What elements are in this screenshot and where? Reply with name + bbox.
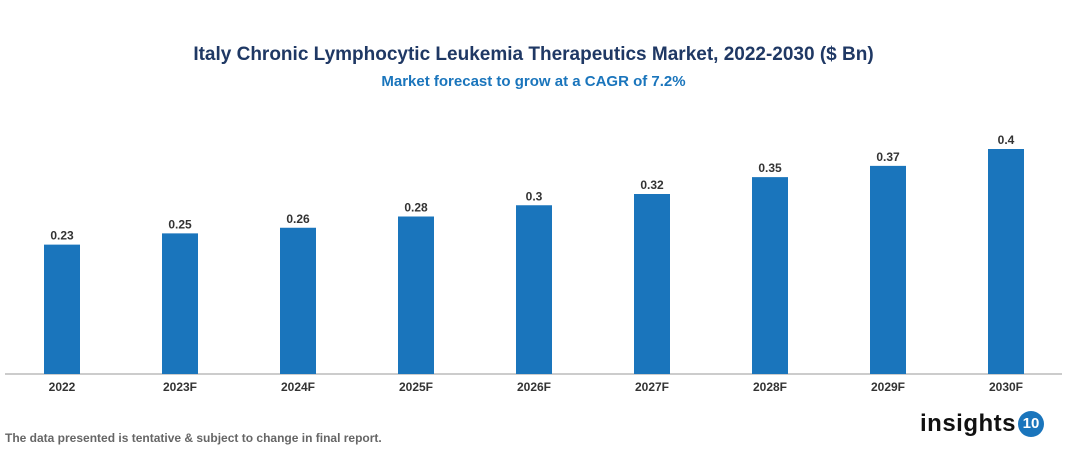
bar-2028F xyxy=(752,177,788,374)
x-tick-label: 2027F xyxy=(635,380,669,394)
x-tick-label: 2025F xyxy=(399,380,433,394)
x-tick-label: 2024F xyxy=(281,380,315,394)
bar-2025F xyxy=(398,216,434,374)
disclaimer-note: The data presented is tentative & subjec… xyxy=(5,431,382,445)
bar-2024F xyxy=(280,227,316,374)
data-label: 0.32 xyxy=(640,178,664,192)
bar-2022 xyxy=(44,244,80,374)
data-label: 0.4 xyxy=(998,133,1015,147)
data-label: 0.28 xyxy=(404,201,428,215)
data-label: 0.26 xyxy=(286,212,310,226)
x-tick-label: 2028F xyxy=(753,380,787,394)
data-label: 0.25 xyxy=(168,217,192,231)
x-tick-label: 2030F xyxy=(989,380,1023,394)
data-label: 0.35 xyxy=(758,161,782,175)
chart-subtitle: Market forecast to grow at a CAGR of 7.2… xyxy=(381,73,686,90)
x-tick-label: 2026F xyxy=(517,380,551,394)
data-label: 0.37 xyxy=(876,150,900,164)
bar-2026F xyxy=(516,205,552,374)
data-label: 0.3 xyxy=(526,189,543,203)
bar-2029F xyxy=(870,165,906,374)
logo-text: insights xyxy=(920,410,1017,437)
bar-2027F xyxy=(634,194,670,374)
chart-title: Italy Chronic Lymphocytic Leukemia Thera… xyxy=(193,44,874,65)
bar-2030F xyxy=(988,149,1024,374)
x-tick-label: 2029F xyxy=(871,380,905,394)
bar-2023F xyxy=(162,233,198,374)
x-tick-label: 2023F xyxy=(163,380,197,394)
x-tick-label: 2022 xyxy=(49,380,76,394)
logo-number: 10 xyxy=(1018,411,1045,437)
insights10-logo: insights 10 xyxy=(920,410,1045,438)
data-label: 0.23 xyxy=(50,229,74,243)
